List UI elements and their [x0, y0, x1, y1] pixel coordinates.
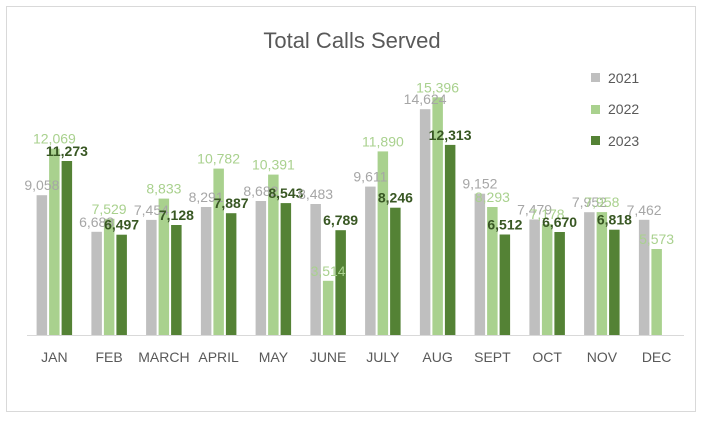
data-label-2021-may: 8,682: [243, 183, 278, 199]
bar-2023-jan: [61, 161, 73, 335]
chart-frame: [6, 6, 696, 412]
legend-label-2021: 2021: [608, 69, 640, 86]
data-label-2022-june: 3,514: [311, 263, 346, 279]
bar-2023-march: [171, 225, 182, 335]
bar-2023-aug: [444, 144, 456, 335]
bar-2023-nov: [609, 229, 620, 335]
bar-2023-sept: [499, 234, 511, 335]
bar-2021-may: [255, 201, 267, 335]
data-label-2022-sept: 8,293: [475, 189, 510, 205]
data-label-2021-sept: 9,152: [462, 176, 497, 192]
data-label-2023-july: 8,246: [378, 190, 413, 206]
bar-2022-nov: [596, 212, 608, 335]
data-label-2023-june: 6,789: [323, 212, 358, 228]
data-label-2021-june: 8,483: [298, 186, 333, 202]
data-label-2021-oct: 7,479: [517, 202, 552, 218]
legend-label-2022: 2022: [608, 101, 640, 118]
data-label-2023-feb: 6,497: [104, 217, 139, 233]
bar-2022-april: [213, 168, 224, 335]
bar-2021-sept: [474, 193, 486, 335]
bar-2021-dec: [638, 219, 650, 335]
category-label-feb: FEB: [95, 349, 122, 365]
bar-2022-aug: [432, 97, 443, 335]
bar-2021-march: [146, 219, 157, 335]
data-label-2022-march: 8,833: [146, 181, 181, 197]
bar-2022-sept: [487, 207, 498, 335]
data-label-2022-oct: 7,178: [530, 206, 565, 222]
legend-item-2021: 2021: [591, 62, 639, 94]
bar-2023-feb: [116, 234, 127, 335]
data-label-2023-jan: 11,273: [46, 143, 88, 159]
legend-label-2023: 2023: [608, 132, 640, 149]
data-label-2021-april: 8,291: [189, 189, 224, 205]
category-label-nov: NOV: [587, 349, 618, 365]
bar-2022-jan: [49, 148, 60, 335]
data-label-2023-march: 7,128: [159, 207, 194, 223]
legend-item-2022: 2022: [591, 94, 639, 126]
category-label-jan: JAN: [41, 349, 67, 365]
data-label-2022-feb: 7,529: [92, 201, 127, 217]
legend-swatch-2021: [591, 73, 600, 83]
bar-2021-feb: [91, 231, 102, 335]
bar-2021-july: [365, 186, 376, 335]
bar-2021-april: [200, 207, 212, 335]
category-label-july: JULY: [366, 349, 400, 365]
category-label-dec: DEC: [642, 349, 672, 365]
data-label-2022-dec: 5,573: [639, 231, 674, 247]
bar-2023-june: [335, 230, 346, 335]
category-label-aug: AUG: [422, 349, 452, 365]
category-label-march: MARCH: [138, 349, 189, 365]
category-label-sept: SEPT: [474, 349, 511, 365]
bar-2022-dec: [651, 249, 662, 335]
bar-2021-nov: [584, 212, 595, 335]
data-label-2023-aug: 12,313: [429, 127, 472, 143]
data-label-2023-sept: 6,512: [487, 217, 522, 233]
chart-title: Total Calls Served: [263, 28, 441, 53]
category-label-may: MAY: [259, 349, 289, 365]
legend-item-2023: 2023: [591, 125, 639, 157]
bar-2021-oct: [529, 219, 540, 335]
category-label-april: APRIL: [198, 349, 239, 365]
legend-swatch-2023: [591, 136, 600, 146]
data-label-2021-march: 7,454: [134, 202, 169, 218]
data-label-2021-aug: 14,624: [404, 91, 447, 107]
bar-2021-jan: [36, 195, 48, 335]
data-label-2023-oct: 6,670: [542, 214, 577, 230]
data-label-2022-april: 10,782: [197, 151, 240, 167]
legend-swatch-2022: [591, 104, 600, 114]
data-label-2021-july: 9,611: [353, 169, 387, 185]
legend: 2021 2022 2023: [591, 62, 639, 157]
bar-2022-may: [268, 174, 279, 335]
bar-2022-july: [377, 151, 389, 335]
bar-2022-june: [322, 280, 334, 335]
bar-2021-june: [310, 204, 321, 335]
bar-2022-feb: [103, 218, 115, 335]
bar-2023-april: [225, 213, 237, 335]
data-label-2023-nov: 6,818: [597, 212, 632, 228]
data-label-2021-nov: 7,952: [572, 194, 607, 210]
data-label-2023-may: 8,543: [268, 185, 303, 201]
bar-2023-july: [390, 207, 401, 335]
data-label-2023-april: 7,887: [214, 195, 249, 211]
data-label-2022-july: 11,890: [362, 133, 404, 149]
category-label-oct: OCT: [532, 349, 562, 365]
bar-2023-oct: [554, 232, 565, 335]
data-label-2022-jan: 12,069: [33, 131, 76, 147]
data-label-2021-jan: 9,058: [24, 177, 59, 193]
bar-2022-march: [158, 198, 170, 335]
category-label-june: JUNE: [310, 349, 347, 365]
data-label-2022-aug: 15,396: [416, 79, 459, 95]
bar-2022-oct: [541, 224, 553, 335]
data-label-2021-feb: 6,688: [79, 214, 114, 230]
data-label-2022-may: 10,391: [252, 157, 295, 173]
bar-2023-may: [280, 203, 292, 335]
data-label-2022-nov: 7,958: [584, 194, 619, 210]
data-label-2021-dec: 7,462: [627, 202, 662, 218]
bar-2021-aug: [419, 109, 431, 335]
